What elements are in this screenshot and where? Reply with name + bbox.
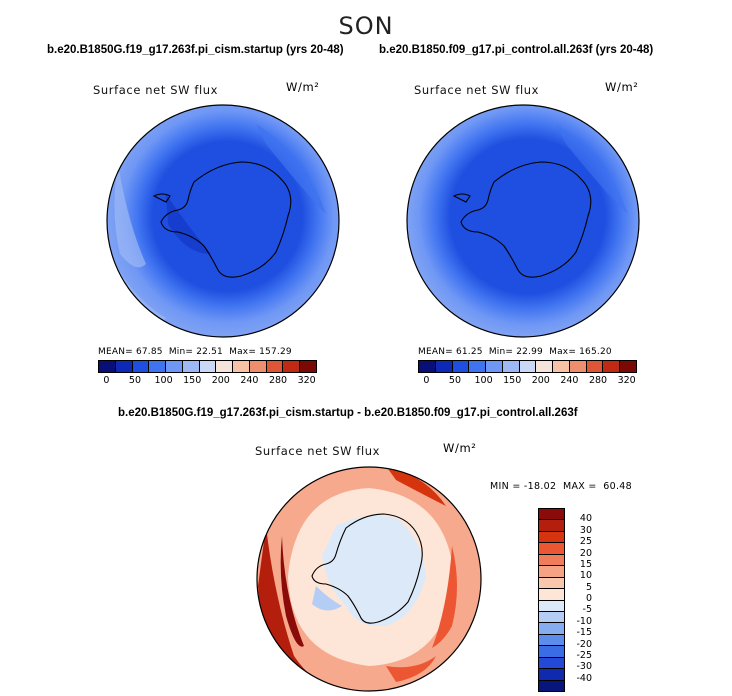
colorbar-cell <box>539 520 564 532</box>
colorbar-cell <box>539 577 564 590</box>
colorbar-cell <box>586 361 604 372</box>
colorbar-cell <box>539 566 564 578</box>
right-variable-title: Surface net SW flux <box>414 83 540 97</box>
colorbar-cell <box>569 361 587 372</box>
colorbar-cell <box>166 361 183 372</box>
diff-antarctica-outline <box>311 513 423 624</box>
colorbar-cell <box>99 361 116 372</box>
left-map <box>106 104 340 338</box>
colorbar-tick-label: 200 <box>531 375 550 386</box>
colorbar-tick-label: 240 <box>560 375 579 386</box>
colorbar-cell <box>539 531 564 544</box>
colorbar-cell <box>539 646 564 658</box>
left-stats: MEAN= 67.85 Min= 22.51 Max= 157.29 <box>98 347 292 357</box>
colorbar-tick-label: -10 <box>576 615 592 627</box>
colorbar-cell <box>539 600 564 612</box>
colorbar-tick-label: 100 <box>474 375 493 386</box>
diff-variable-title: Surface net SW flux <box>255 444 381 458</box>
diff-colorbar <box>538 508 565 692</box>
colorbar-cell <box>486 361 503 372</box>
colorbar-tick-label: 150 <box>503 375 522 386</box>
colorbar-tick-label: 0 <box>423 375 430 386</box>
diff-units-label: W/m² <box>443 441 477 455</box>
season-title: SON <box>338 12 394 40</box>
right-case-title: b.e20.B1850.f09_g17.pi_control.all.263f … <box>379 44 654 56</box>
difference-map <box>256 466 482 692</box>
left-case-title: b.e20.B1850G.f19_g17.263f.pi_cism.startu… <box>47 44 344 56</box>
colorbar-tick-label: 240 <box>240 375 259 386</box>
colorbar-cell <box>182 361 200 372</box>
colorbar-cell <box>199 361 217 372</box>
colorbar-tick-label: 15 <box>579 558 592 570</box>
colorbar-cell <box>539 554 564 567</box>
right-units-label: W/m² <box>605 80 639 94</box>
colorbar-cell <box>216 361 234 372</box>
colorbar-cell <box>539 680 564 691</box>
colorbar-tick-label: 50 <box>128 375 141 386</box>
colorbar-cell <box>233 361 250 372</box>
colorbar-tick-label: -40 <box>576 672 592 684</box>
colorbar-tick-label: 40 <box>579 513 592 525</box>
colorbar-cell <box>115 361 133 372</box>
colorbar-cell <box>149 361 167 372</box>
colorbar-cell <box>539 657 564 670</box>
colorbar-tick-label: -30 <box>576 661 592 673</box>
colorbar-cell <box>539 589 564 601</box>
colorbar-cell <box>539 611 564 624</box>
colorbar-cell <box>539 543 564 555</box>
colorbar-cell <box>283 361 301 372</box>
difference-title: b.e20.B1850G.f19_g17.263f.pi_cism.startu… <box>118 407 578 419</box>
colorbar-tick-label: 100 <box>154 375 173 386</box>
colorbar-tick-label: 5 <box>585 581 592 593</box>
colorbar-tick-label: 200 <box>211 375 230 386</box>
diff-colorbar-labels: 40 30 25 20 15 10 5 0 -5 -10 -15 -20 -25 -30 -40 <box>562 508 596 690</box>
colorbar-cell <box>620 361 636 372</box>
colorbar-tick-label: 0 <box>585 593 592 604</box>
left-units-label: W/m² <box>286 80 320 94</box>
colorbar-tick-label: 20 <box>579 547 592 559</box>
colorbar-tick-label: 150 <box>183 375 202 386</box>
colorbar-tick-label: -5 <box>582 604 592 616</box>
colorbar-tick-label: 30 <box>579 524 592 536</box>
colorbar-cell <box>452 361 470 372</box>
right-colorbar-labels: 0 50 100 150 200 240 280 320 <box>418 375 635 387</box>
colorbar-tick-label: 280 <box>268 375 288 386</box>
colorbar-cell <box>536 361 554 372</box>
left-variable-title: Surface net SW flux <box>93 83 219 97</box>
colorbar-cell <box>539 634 564 647</box>
colorbar-cell <box>435 361 453 372</box>
colorbar-cell <box>539 623 564 635</box>
colorbar-tick-label: -20 <box>576 638 592 650</box>
colorbar-cell <box>539 509 564 521</box>
left-colorbar <box>98 360 317 373</box>
colorbar-tick-label: 10 <box>579 570 592 582</box>
colorbar-tick-label: -15 <box>576 627 592 639</box>
colorbar-tick-label: 50 <box>448 375 461 386</box>
colorbar-cell <box>553 361 570 372</box>
colorbar-cell <box>603 361 621 372</box>
colorbar-cell <box>132 361 150 372</box>
right-antarctica-outline <box>452 161 592 278</box>
left-colorbar-labels: 0 50 100 150 200 240 280 320 <box>98 375 315 387</box>
diff-minmax: MIN = -18.02 MAX = 60.48 <box>490 481 632 492</box>
colorbar-tick-label: 280 <box>588 375 608 386</box>
right-stats: MEAN= 61.25 Min= 22.99 Max= 165.20 <box>418 347 612 357</box>
colorbar-cell <box>419 361 436 372</box>
right-map <box>406 104 640 338</box>
colorbar-cell <box>539 669 564 681</box>
colorbar-cell <box>249 361 267 372</box>
colorbar-tick-label: 320 <box>297 375 316 386</box>
colorbar-cell <box>300 361 316 372</box>
colorbar-cell <box>266 361 284 372</box>
left-antarctica-outline <box>152 161 292 278</box>
colorbar-tick-label: -25 <box>576 649 592 661</box>
colorbar-cell <box>502 361 520 372</box>
colorbar-cell <box>469 361 487 372</box>
colorbar-tick-label: 320 <box>617 375 636 386</box>
colorbar-cell <box>519 361 537 372</box>
right-colorbar <box>418 360 637 373</box>
colorbar-tick-label: 25 <box>579 536 592 548</box>
colorbar-tick-label: 0 <box>103 375 110 386</box>
